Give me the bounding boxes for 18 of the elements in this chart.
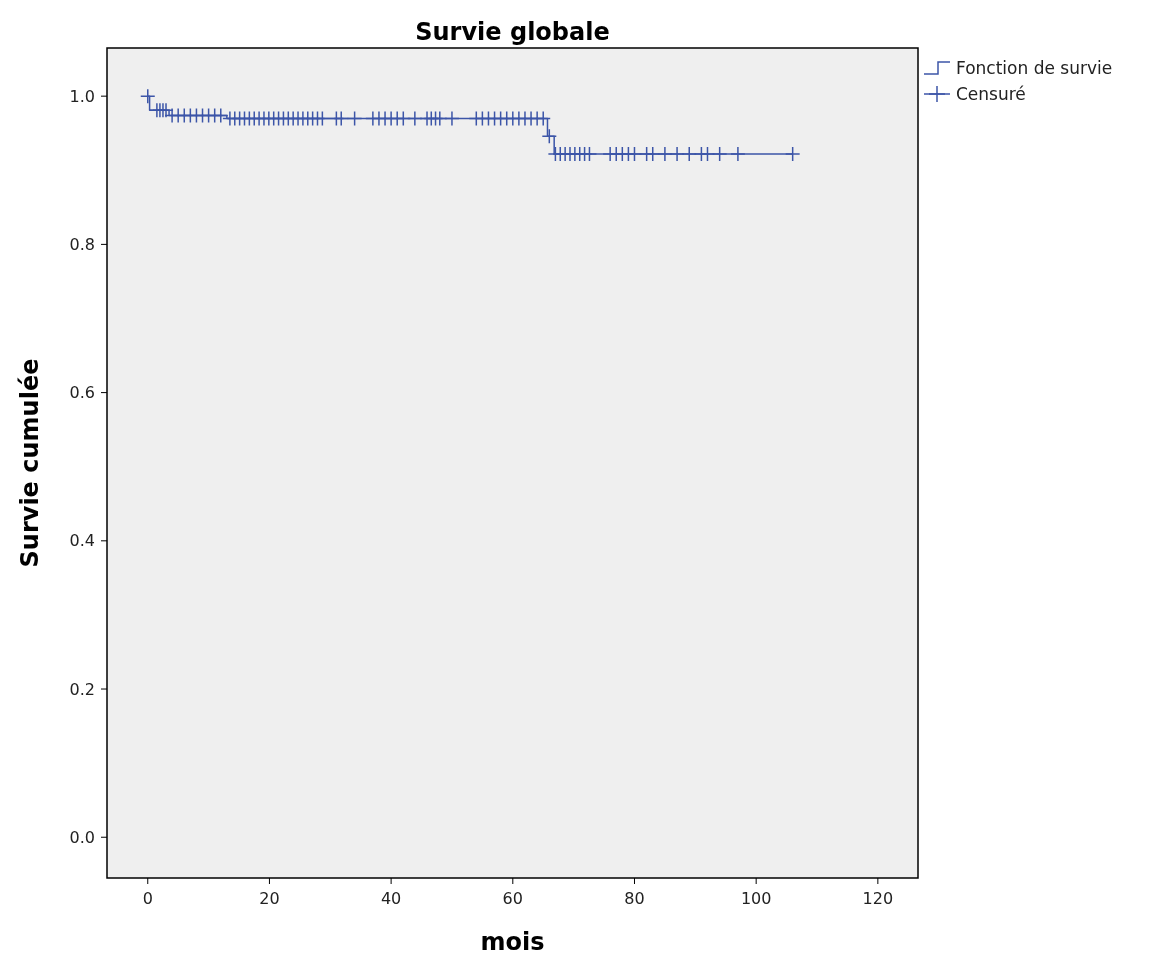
y-tick-label: 0.2: [69, 679, 95, 699]
x-tick-label: 0: [142, 889, 153, 908]
x-tick-label: 100: [740, 889, 772, 908]
x-tick-label: 80: [624, 889, 645, 908]
y-tick-label: 0.8: [69, 234, 95, 254]
x-tick-label: 120: [862, 889, 894, 908]
y-axis-title: Survie cumulée: [16, 358, 44, 568]
y-tick-label: 0.6: [69, 383, 95, 403]
y-tick-label: 0.4: [69, 531, 95, 551]
legend-label: Censuré: [956, 83, 1026, 104]
x-tick-label: 60: [502, 889, 523, 908]
legend-label: Fonction de survie: [956, 57, 1113, 78]
x-tick-label: 20: [259, 889, 280, 908]
x-axis-title: mois: [480, 928, 545, 956]
y-tick-label: 0.0: [69, 827, 95, 847]
y-tick-label: 1.0: [69, 86, 95, 106]
chart-title: Survie globale: [415, 18, 610, 46]
x-tick-label: 40: [380, 889, 402, 908]
